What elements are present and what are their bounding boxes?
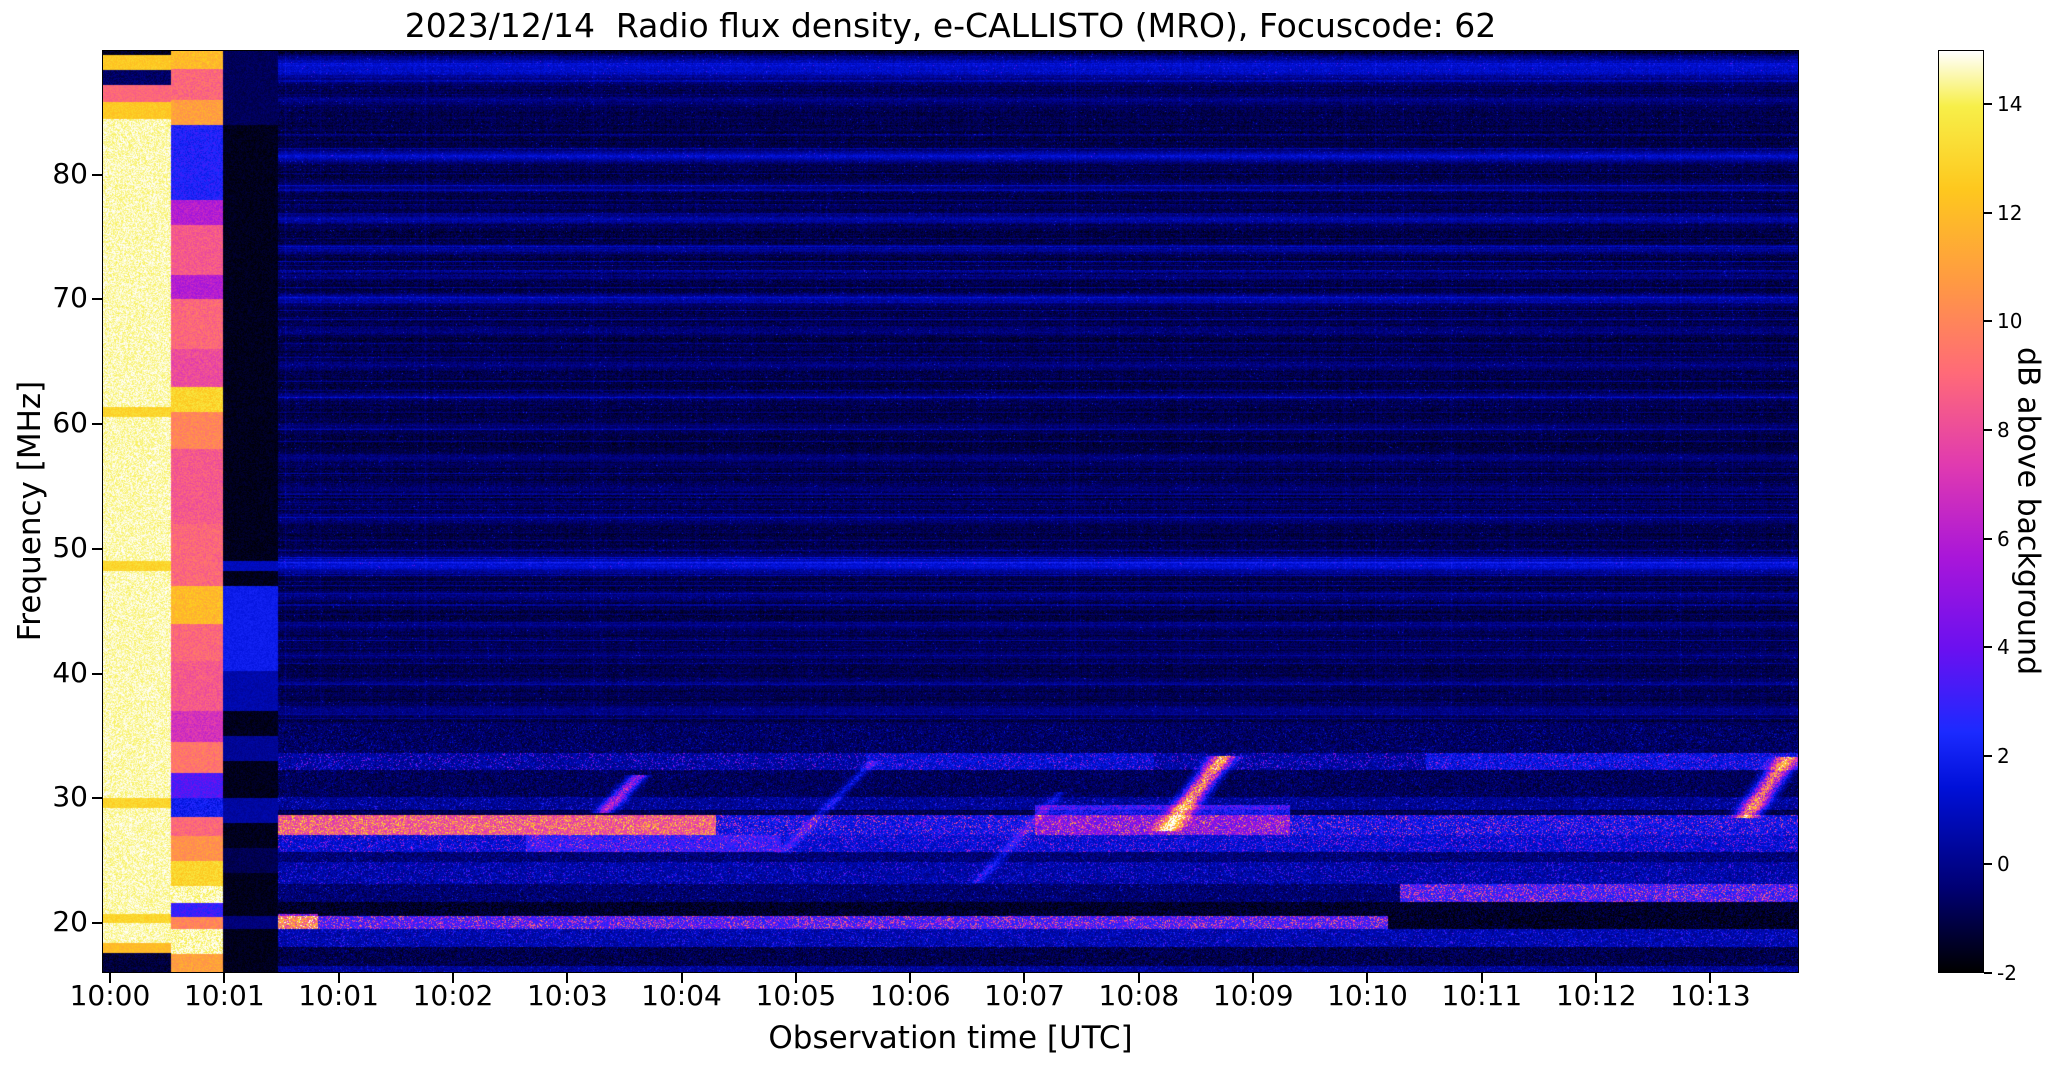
colorbar-tick-label: 4 — [1997, 635, 2010, 660]
y-tick-mark — [92, 797, 102, 800]
colorbar-tick-label: 12 — [1997, 200, 2023, 225]
colorbar-tick-mark — [1984, 537, 1992, 540]
colorbar-tick-mark — [1984, 320, 1992, 323]
x-tick-label: 10:08 — [1098, 979, 1180, 1012]
x-tick-label: 10:11 — [1441, 979, 1523, 1012]
x-tick-mark — [566, 973, 569, 983]
y-tick-mark — [92, 173, 102, 176]
y-tick-label: 80 — [52, 156, 88, 190]
x-tick-mark — [1023, 973, 1026, 983]
x-tick-label: 10:04 — [641, 979, 722, 1012]
colorbar — [1938, 50, 1984, 973]
y-tick-label: 70 — [52, 281, 88, 315]
colorbar-tick-mark — [1984, 754, 1992, 757]
y-tick-mark — [92, 423, 102, 426]
y-tick-mark — [92, 672, 102, 675]
x-tick-mark — [337, 973, 340, 983]
x-tick-mark — [223, 973, 226, 983]
colorbar-tick-label: 10 — [1997, 309, 2023, 334]
colorbar-tick-mark — [1984, 211, 1992, 214]
y-tick-label: 40 — [52, 655, 88, 689]
colorbar-tick-mark — [1984, 429, 1992, 432]
y-tick-mark — [92, 298, 102, 301]
x-tick-mark — [1366, 973, 1369, 983]
x-tick-mark — [1252, 973, 1255, 983]
x-tick-label: 10:06 — [869, 979, 951, 1012]
x-tick-mark — [909, 973, 912, 983]
x-tick-mark — [1595, 973, 1598, 983]
colorbar-tick-mark — [1984, 103, 1992, 106]
colorbar-tick-mark — [1984, 646, 1992, 649]
x-tick-mark — [1709, 973, 1712, 983]
colorbar-tick-label: 2 — [1997, 743, 2010, 768]
y-tick-label: 30 — [52, 780, 88, 814]
colorbar-tick-mark — [1984, 863, 1992, 866]
x-tick-label: 10:10 — [1327, 979, 1408, 1012]
x-tick-label: 10:13 — [1670, 979, 1751, 1012]
colorbar-tick-label: -2 — [1997, 961, 2017, 985]
x-tick-mark — [680, 973, 683, 983]
x-tick-label: 10:05 — [755, 979, 837, 1012]
x-tick-mark — [1480, 973, 1483, 983]
y-tick-mark — [92, 547, 102, 550]
colorbar-tick-label: 6 — [1997, 526, 2010, 551]
x-tick-label: 10:09 — [1212, 979, 1294, 1012]
spectrogram-canvas — [102, 50, 1799, 973]
y-tick-mark — [92, 922, 102, 925]
x-tick-label: 10:03 — [526, 979, 608, 1012]
x-tick-mark — [451, 973, 454, 983]
y-tick-label: 50 — [52, 530, 88, 564]
y-tick-label: 20 — [52, 905, 88, 939]
colorbar-tick-label: 0 — [1997, 852, 2010, 877]
x-axis-label: Observation time [UTC] — [768, 1020, 1133, 1056]
x-tick-mark — [794, 973, 797, 983]
colorbar-tick-label: 14 — [1997, 92, 2023, 117]
x-tick-label: 10:01 — [183, 979, 265, 1012]
colorbar-tick-mark — [1984, 972, 1992, 974]
colorbar-label: dB above background — [2010, 346, 2046, 676]
y-tick-label: 60 — [52, 406, 88, 440]
x-tick-mark — [1137, 973, 1140, 983]
x-tick-label: 10:01 — [298, 979, 379, 1012]
x-tick-label: 10:12 — [1555, 979, 1637, 1012]
chart-title: 2023/12/14 Radio flux density, e-CALLIST… — [404, 6, 1497, 45]
x-tick-mark — [108, 973, 111, 983]
x-tick-label: 10:02 — [412, 979, 494, 1012]
x-tick-label: 10:07 — [984, 979, 1065, 1012]
colorbar-tick-label: 8 — [1997, 418, 2010, 443]
x-tick-label: 10:00 — [69, 979, 151, 1012]
